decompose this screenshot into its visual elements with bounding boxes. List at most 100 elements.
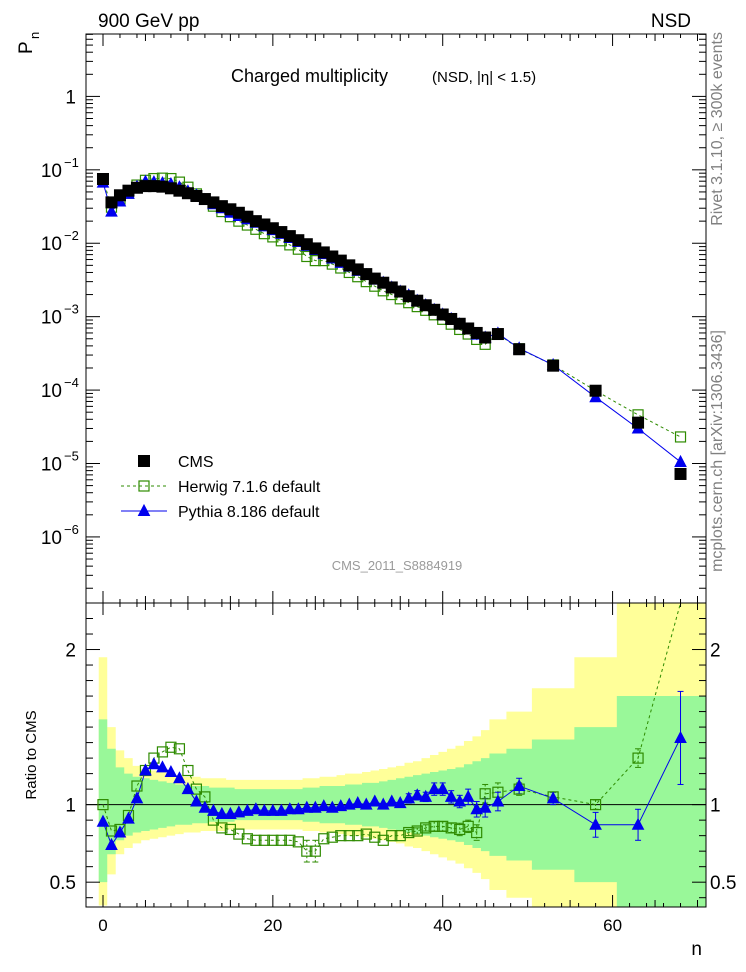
x-tick-label: 60 [603, 916, 622, 935]
pythia-ratio-point [198, 800, 212, 813]
herwig-ratio-point [437, 820, 449, 832]
y-tick-label: 10 [41, 381, 62, 402]
pythia-ratio-point [156, 760, 169, 773]
pythia-ratio-point [631, 817, 645, 830]
y-tick-label: 10 [41, 234, 62, 255]
legend-cms-marker [138, 455, 150, 467]
herwig-ratio-point [454, 823, 466, 836]
herwig-ratio-point [445, 822, 457, 834]
ratio-y-tick-label-left: 0.5 [50, 873, 76, 894]
herwig-ratio-point [411, 825, 423, 837]
herwig-point [674, 431, 687, 443]
y-tick-exponent: −4 [64, 375, 79, 390]
analysis-watermark: CMS_2011_S8884919 [332, 558, 463, 573]
pythia-ratio-point [113, 825, 127, 838]
title-sub: (NSD, |η| < 1.5) [432, 69, 536, 86]
y-tick-label: 1 [65, 87, 76, 108]
herwig-ratio-point [284, 834, 296, 846]
pythia-ratio-point [436, 782, 450, 795]
ratio-y-tick-label-left: 1 [65, 796, 76, 817]
cms-point [632, 416, 645, 429]
pythia-ratio-point [368, 794, 382, 807]
y-tick-label: 10 [41, 308, 62, 329]
pythia-ratio-point [147, 757, 161, 770]
legend-label: Herwig 7.1.6 default [178, 479, 321, 496]
herwig-ratio-point [394, 830, 406, 842]
herwig-ratio-point [632, 752, 644, 764]
legend-entry: Pythia 8.186 default [121, 503, 320, 521]
herwig-ratio-point [165, 741, 177, 753]
cms-point [513, 343, 526, 356]
legend-label: Pythia 8.186 default [178, 504, 320, 521]
pythia-ratio-point [173, 771, 186, 784]
x-axis-title: n [691, 939, 702, 960]
pythia-ratio-point [105, 837, 118, 850]
pythia-ratio-point [224, 806, 237, 819]
pythia-ratio-point [164, 764, 178, 778]
herwig-ratio-point [471, 826, 483, 839]
pythia-ratio-point [96, 814, 110, 827]
ratio-y-tick-label-right: 1 [710, 796, 721, 817]
title-main: Charged multiplicity [231, 66, 388, 86]
cms-point [674, 467, 687, 480]
herwig-ratio-point [105, 825, 118, 837]
pythia-ratio-point [546, 791, 560, 804]
y-tick-label: 10 [41, 455, 62, 476]
herwig-ratio-point [335, 830, 347, 842]
pythia-ratio-point [266, 803, 280, 816]
herwig-line [102, 177, 681, 438]
herwig-ratio-point [462, 820, 474, 832]
pythia-ratio-point [385, 794, 399, 807]
x-tick-label: 20 [263, 916, 282, 935]
cms-point [105, 196, 118, 209]
y-tick-label: 10 [41, 161, 62, 182]
pythia-ratio-point [181, 782, 195, 795]
ratio-y-tick-label-left: 2 [65, 641, 76, 662]
herwig-ratio-point [301, 845, 313, 857]
pythia-ratio-point [122, 811, 135, 824]
pythia-ratio-point [419, 789, 433, 802]
herwig-ratio-point [326, 831, 338, 843]
herwig-ratio-point [352, 830, 364, 842]
legend-label: CMS [178, 454, 214, 471]
pythia-ratio-point [275, 803, 288, 816]
pythia-ratio-point [325, 800, 339, 813]
pythia-ratio-point [589, 817, 602, 830]
pythia-point [674, 454, 687, 467]
pythia-ratio-point [444, 789, 458, 802]
pythia-ratio-point [674, 730, 687, 743]
pythia-point [105, 204, 118, 217]
herwig-ratio-point [343, 830, 355, 842]
ratio-y-tick-label-right: 2 [710, 641, 721, 662]
header-right: NSD [651, 11, 691, 32]
x-tick-label: 0 [98, 916, 107, 935]
pythia-ratio-point [300, 800, 314, 813]
pythia-ratio-point [410, 788, 424, 801]
axis-ticks [85, 33, 706, 907]
herwig-ratio-point [241, 833, 253, 845]
ratio-y-tick-label-right: 0.5 [710, 873, 736, 894]
herwig-ratio-point [309, 845, 321, 857]
herwig-ratio-point [131, 780, 143, 792]
pythia-line [102, 181, 681, 463]
side-text-site: mcplots.cern.ch [arXiv:1306.3436] [709, 330, 726, 572]
herwig-ratio-point [420, 822, 432, 834]
pythia-ratio-point [342, 797, 356, 810]
cms-point [547, 359, 560, 372]
herwig-ratio-point [250, 834, 262, 846]
pythia-ratio-point [334, 799, 348, 812]
pythia-ratio-point [241, 803, 254, 816]
ratio-plot-frame [85, 602, 707, 908]
pythia-ratio-point [491, 794, 505, 807]
herwig-ratio-point [97, 799, 109, 811]
pythia-ratio-point [292, 802, 305, 815]
plot-title: Charged multiplicity (NSD, |η| < 1.5) [231, 66, 536, 86]
pythia-ratio-point [139, 763, 152, 776]
legend-herwig-marker [138, 480, 150, 492]
legend-entry: Herwig 7.1.6 default [121, 479, 321, 496]
pythia-ratio-point [317, 799, 331, 812]
cms-point [479, 331, 492, 344]
herwig-ratio-point [403, 826, 415, 839]
